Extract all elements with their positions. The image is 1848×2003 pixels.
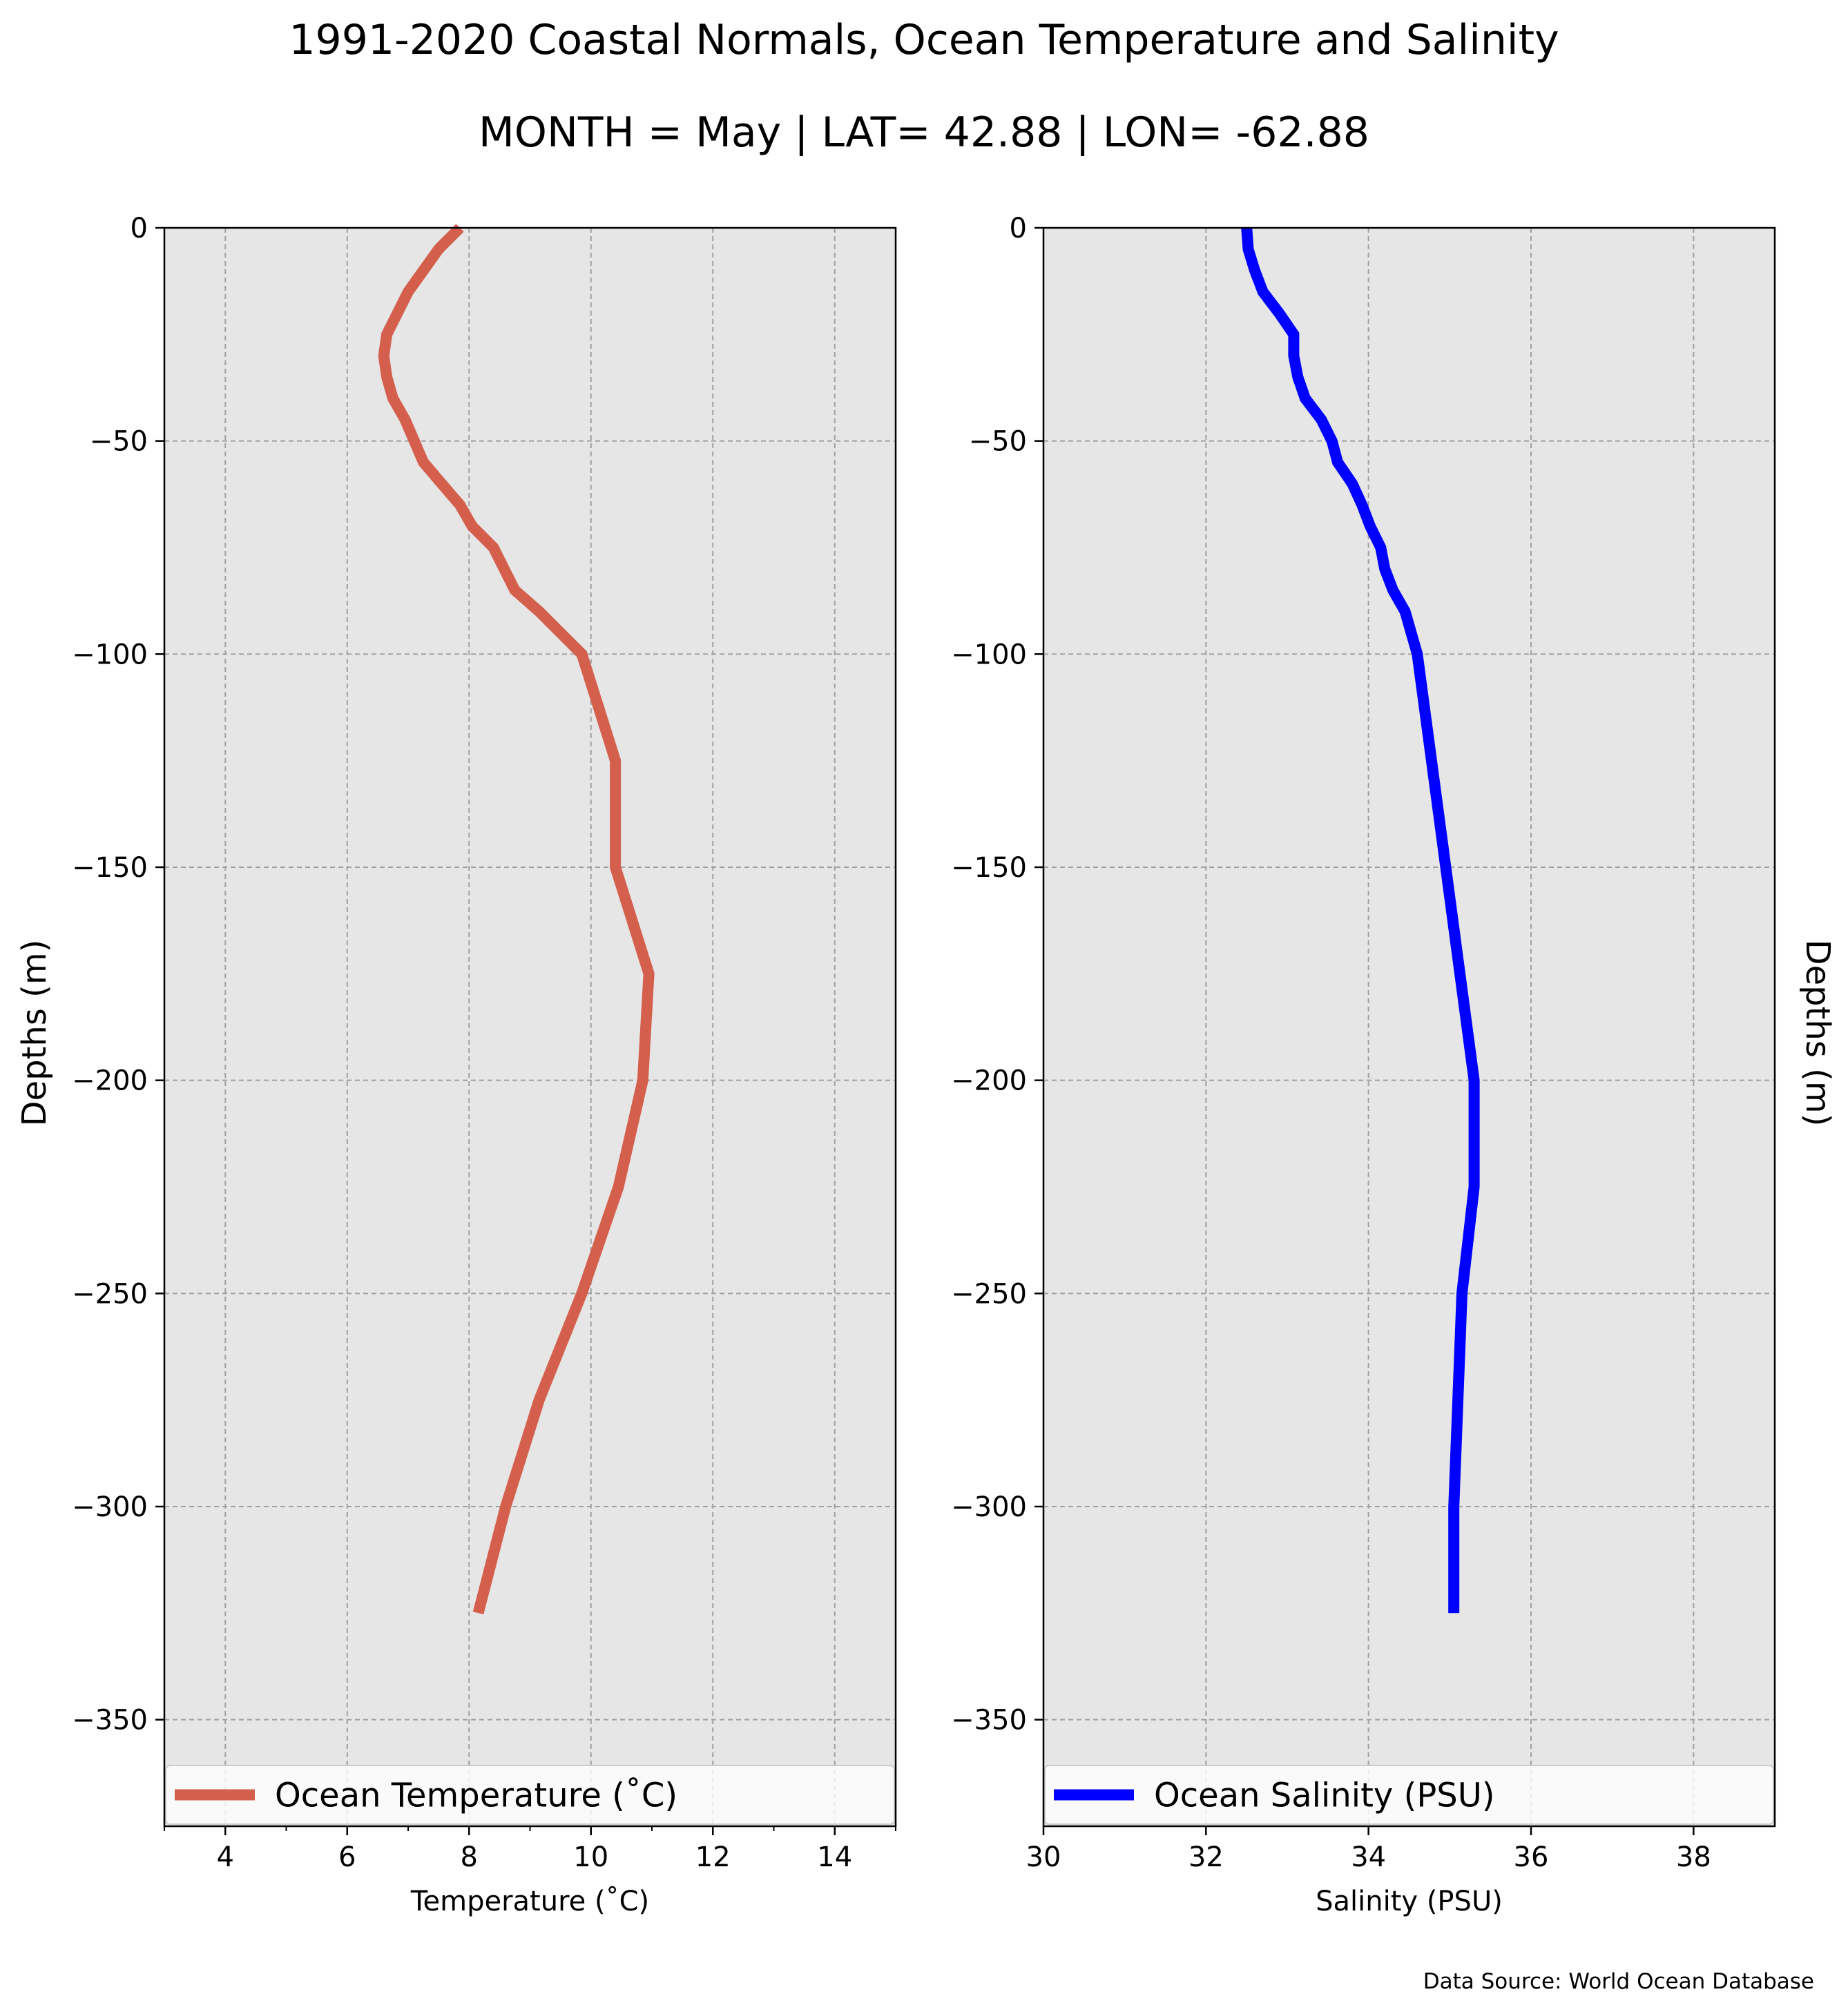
salinity-x-tick-label: 36 [1514,1841,1549,1873]
temperature-x-tick-label: 12 [695,1841,731,1873]
temperature-y-tick-label: −50 [90,426,148,458]
salinity-y-tick-label: −50 [969,426,1027,458]
temperature-y-tick-label: −350 [72,1705,148,1736]
salinity-plot-area [1043,228,1775,1826]
temperature-legend [165,1765,895,1825]
temperature-plot-area [164,228,896,1826]
temperature-x-tick-label: 4 [217,1841,234,1873]
temperature-x-axis-label: Temperature (˚C) [410,1886,649,1917]
temperature-x-tick-label: 10 [573,1841,608,1873]
salinity-legend [1044,1765,1774,1825]
left-y-axis-label: Depths (m) [15,940,54,1127]
salinity-y-tick-label: 0 [1010,213,1027,244]
salinity-legend-label: Ocean Salinity (PSU) [1154,1777,1495,1815]
temperature-x-tick-label: 6 [338,1841,356,1873]
temperature-profile-line [378,224,655,1615]
temperature-x-tick-label: 14 [817,1841,852,1873]
data-source-note: Data Source: World Ocean Database [1423,1969,1814,1994]
salinity-profile-line [1241,227,1480,1614]
temperature-y-tick-label: 0 [131,213,148,244]
salinity-y-tick-label: −300 [951,1491,1027,1523]
salinity-y-tick-label: −350 [951,1705,1027,1736]
salinity-y-tick-label: −200 [951,1065,1027,1097]
salinity-x-tick-label: 30 [1026,1841,1061,1873]
salinity-x-tick-label: 32 [1188,1841,1224,1873]
chart-title: 1991-2020 Coastal Normals, Ocean Tempera… [289,16,1559,64]
temperature-panel: Ocean Temperature (˚C) 0 −50 −100 −150 −200 −2… [72,213,897,1917]
salinity-y-tick-label: −100 [951,639,1027,670]
temperature-y-tick-label: −300 [72,1491,148,1523]
temperature-x-tick-label: 8 [461,1841,478,1873]
salinity-y-tick-label: −250 [951,1278,1027,1310]
temperature-y-tick-label: −100 [72,639,148,670]
salinity-axes-frame [1042,226,1776,1828]
salinity-y-tick-label: −150 [951,852,1027,884]
temperature-y-tick-label: −250 [72,1278,148,1310]
temperature-y-tick-label: −150 [72,852,148,884]
salinity-x-axis-label: Salinity (PSU) [1316,1886,1503,1917]
right-y-axis-label: Depths (m) [1798,940,1837,1127]
temperature-legend-label: Ocean Temperature (˚C) [275,1777,677,1815]
temperature-y-tick-label: −200 [72,1065,148,1097]
salinity-x-tick-label: 38 [1676,1841,1711,1873]
salinity-x-tick-label: 34 [1351,1841,1386,1873]
salinity-panel: Ocean Salinity (PSU) 0 −50 −100 −150 −200 −250… [951,213,1776,1917]
chart-subtitle: MONTH = May | LAT= 42.88 | LON= -62.88 [479,108,1369,157]
